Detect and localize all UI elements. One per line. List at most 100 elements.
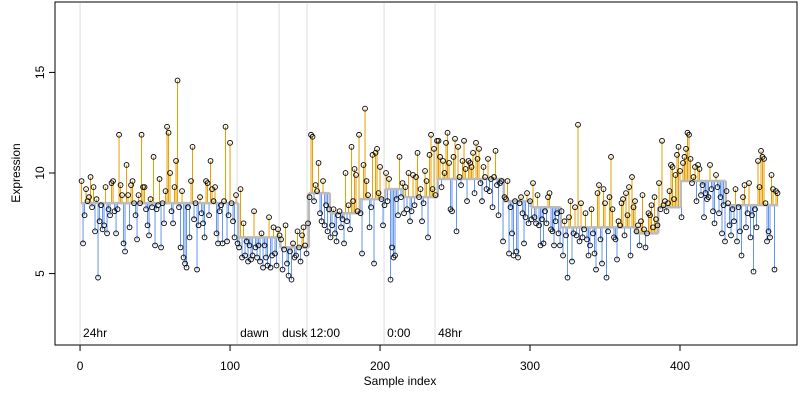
point [102,184,109,190]
point [476,146,482,152]
point [350,198,356,205]
event-label: 12:00 [310,326,340,340]
point [557,242,563,249]
point [581,226,587,233]
point [657,206,664,213]
point [459,158,466,164]
point [711,220,718,227]
point [333,238,340,245]
point [633,228,640,235]
point [341,240,347,247]
point [416,194,422,200]
point [246,242,253,249]
point [389,244,395,251]
point [320,178,326,184]
point [740,194,746,200]
point [542,208,548,215]
point [768,172,775,178]
point [327,234,334,241]
point [449,208,455,215]
point [605,228,611,235]
point [270,224,277,231]
point [606,194,613,200]
point [764,238,770,245]
point [251,208,257,215]
point [518,194,524,200]
point [374,146,380,152]
point [596,182,602,188]
point [468,164,475,170]
point [639,192,646,198]
point [194,266,200,273]
point [477,180,484,186]
plot-frame [54,1,798,346]
point [266,214,272,221]
point [383,170,389,176]
point [225,212,232,219]
point [173,158,179,164]
point [765,228,772,235]
point [582,210,589,217]
point [750,268,757,275]
point [138,131,145,138]
point [707,162,713,168]
point [206,212,212,219]
point [726,222,733,229]
point [737,228,743,235]
point [603,274,610,281]
point [417,186,424,192]
point [267,264,274,271]
point [732,186,739,192]
point [243,238,250,245]
point [456,174,463,180]
point [149,204,155,211]
point [396,154,403,160]
point [200,220,206,227]
point [576,238,583,245]
point [761,156,767,162]
point [599,260,605,267]
point [683,146,689,152]
point [294,228,301,235]
point [678,214,685,221]
event-label: dawn [240,326,269,340]
x-axis-label: Sample index [364,374,437,388]
point [117,182,124,188]
point [227,139,233,146]
point [272,250,278,257]
point [741,182,748,188]
point [80,240,86,247]
point [584,236,590,243]
point [134,236,140,243]
point [636,242,643,249]
point [698,192,704,198]
point [392,252,398,259]
point [351,166,358,172]
point [680,160,686,166]
point [116,131,122,138]
point [89,204,95,211]
point [402,184,409,190]
point [699,182,706,188]
point [98,202,104,209]
point [162,188,169,194]
point [156,176,163,182]
point [489,204,496,211]
point [620,196,626,202]
point [672,172,679,178]
point [101,222,107,229]
point [137,200,143,207]
point [708,186,715,192]
point [105,206,112,213]
point [614,256,620,263]
point [572,204,578,211]
point [749,212,755,219]
point [179,188,185,194]
point [458,182,464,188]
point [563,232,569,239]
point [525,220,532,227]
point [755,158,761,164]
point [758,148,764,154]
point [515,254,521,261]
point [629,174,635,180]
